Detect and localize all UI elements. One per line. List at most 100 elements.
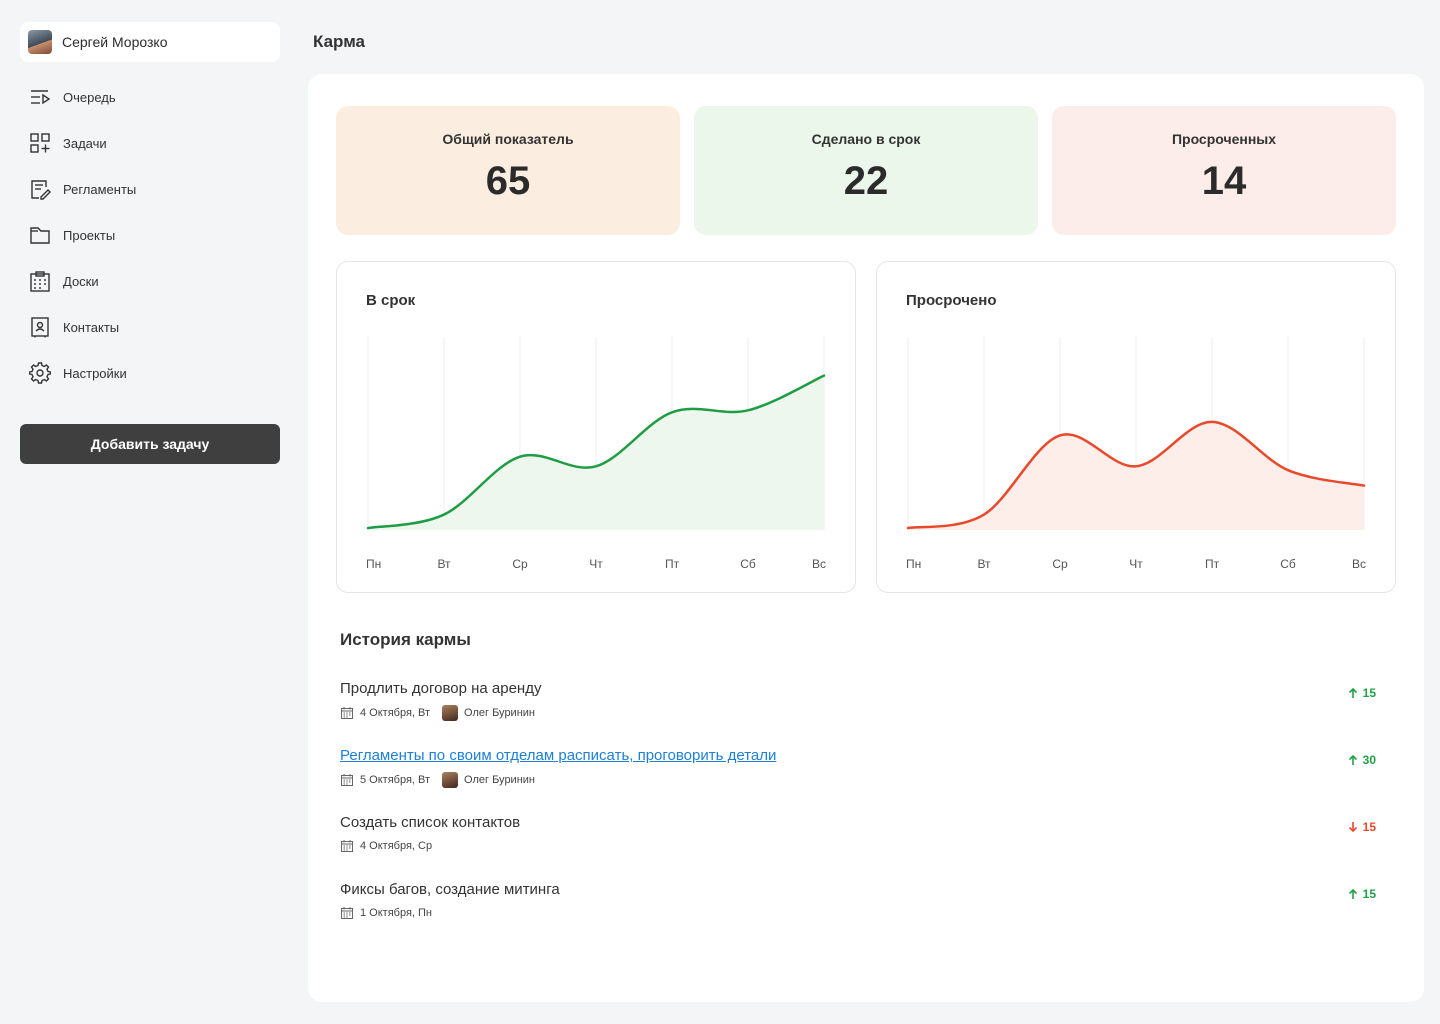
history-task-name: Продлить договор на аренду bbox=[340, 680, 542, 697]
history-task-name: Создать список контактов bbox=[340, 814, 521, 831]
folder-icon bbox=[30, 227, 50, 244]
main-panel: Общий показатель 65 Сделано в срок 22 Пр… bbox=[308, 74, 1424, 1002]
history-meta: 5 Октября, Вт Олег Буринин bbox=[340, 772, 1384, 788]
contacts-icon bbox=[31, 317, 49, 338]
karma-score-value: 15 bbox=[1362, 887, 1376, 901]
x-tick-label: Ср bbox=[512, 557, 528, 571]
sidebar-item-regulations[interactable]: Регламенты bbox=[20, 166, 280, 212]
chart-on-time: В срок Пн Вт Ср Чт Пт Сб Вс bbox=[336, 261, 856, 593]
x-tick-label: Сб bbox=[1280, 557, 1296, 571]
avatar bbox=[442, 772, 459, 788]
calendar-icon bbox=[341, 774, 353, 786]
history-title: История кармы bbox=[340, 630, 471, 649]
history-date: 1 Октября, Пн bbox=[360, 907, 433, 919]
sidebar-item-label: Доски bbox=[63, 273, 99, 289]
user-name: Сергей Морозко bbox=[62, 34, 168, 50]
karma-score-value: 15 bbox=[1362, 820, 1376, 834]
x-tick-label: Пт bbox=[1205, 557, 1220, 571]
board-icon bbox=[30, 271, 50, 292]
x-tick-label: Чт bbox=[589, 557, 603, 571]
page-title: Карма bbox=[313, 32, 366, 51]
avatar bbox=[442, 705, 459, 721]
karma-score: 15 bbox=[1347, 820, 1376, 834]
x-tick-label: Чт bbox=[1129, 557, 1143, 571]
list-item: Фиксы багов, создание митинга 1 Октября,… bbox=[340, 881, 1384, 948]
x-tick-label: Пт bbox=[665, 557, 680, 571]
series-line bbox=[906, 420, 1366, 530]
regulations-icon bbox=[31, 180, 51, 200]
stats-row: Общий показатель 65 Сделано в срок 22 Пр… bbox=[336, 106, 1396, 235]
x-tick-label: Пн bbox=[366, 557, 381, 571]
stat-label: Сделано в срок bbox=[811, 131, 921, 147]
arrow-up-icon bbox=[1348, 888, 1357, 899]
tasks-icon bbox=[30, 133, 50, 153]
history-task-link[interactable]: Регламенты по своим отделам расписать, п… bbox=[340, 747, 777, 764]
history-list: Продлить договор на аренду 4 Октября, Вт… bbox=[340, 680, 1384, 948]
sidebar-item-label: Очередь bbox=[63, 89, 116, 105]
gear-icon bbox=[29, 362, 51, 384]
history-person: Олег Буринин bbox=[464, 774, 535, 786]
x-tick-label: Пн bbox=[906, 557, 921, 571]
history-meta: 1 Октября, Пн bbox=[340, 906, 1384, 920]
x-tick-label: Сб bbox=[740, 557, 756, 571]
x-tick-label: Вт bbox=[437, 557, 451, 571]
history-date: 4 Октября, Вт bbox=[360, 707, 431, 719]
stat-card-total: Общий показатель 65 bbox=[336, 106, 680, 235]
sidebar-item-label: Регламенты bbox=[63, 181, 137, 197]
history-meta: 4 Октября, Ср bbox=[340, 839, 1384, 853]
stat-label: Просроченных bbox=[1171, 131, 1277, 147]
x-tick-label: Вс bbox=[812, 557, 826, 571]
chart-title: Просрочено bbox=[906, 292, 997, 309]
chart-overdue: Просрочено Пн Вт Ср Чт Пт Сб Вс bbox=[876, 261, 1396, 593]
chart-overdue-plot: Пн Вт Ср Чт Пт Сб Вс bbox=[906, 337, 1366, 571]
calendar-icon bbox=[341, 707, 353, 719]
sidebar-item-label: Проекты bbox=[63, 227, 116, 243]
sidebar-item-tasks[interactable]: Задачи bbox=[20, 120, 280, 166]
sidebar-item-label: Настройки bbox=[63, 365, 127, 381]
history-task-name: Фиксы багов, создание митинга bbox=[340, 881, 560, 898]
chart-on-time-plot: Пн Вт Ср Чт Пт Сб Вс bbox=[366, 337, 826, 571]
sidebar-item-settings[interactable]: Настройки bbox=[20, 350, 280, 396]
add-task-button[interactable]: Добавить задачу bbox=[20, 424, 280, 464]
calendar-icon bbox=[341, 907, 353, 919]
sidebar-item-projects[interactable]: Проекты bbox=[20, 212, 280, 258]
stat-card-on-time: Сделано в срок 22 bbox=[694, 106, 1038, 235]
sidebar-nav: Очередь Задачи Регламенты Проекты Доски … bbox=[20, 74, 280, 396]
arrow-up-icon bbox=[1348, 687, 1357, 698]
arrow-down-icon bbox=[1348, 822, 1357, 833]
series-area bbox=[368, 375, 824, 530]
arrow-up-icon bbox=[1348, 754, 1357, 765]
sidebar-item-label: Контакты bbox=[63, 319, 120, 335]
karma-score-value: 15 bbox=[1362, 686, 1376, 700]
list-item: Продлить договор на аренду 4 Октября, Вт… bbox=[340, 680, 1384, 747]
chart-title: В срок bbox=[366, 292, 416, 309]
series-area bbox=[908, 421, 1364, 530]
sidebar-item-queue[interactable]: Очередь bbox=[20, 74, 280, 120]
x-tick-label: Вт bbox=[977, 557, 991, 571]
stat-value: 65 bbox=[485, 159, 531, 203]
stat-card-overdue: Просроченных 14 bbox=[1052, 106, 1396, 235]
history-date: 5 Октября, Вт bbox=[360, 774, 431, 786]
stat-label: Общий показатель bbox=[442, 131, 574, 147]
sidebar: Сергей Морозко Очередь Задачи Регламенты… bbox=[20, 22, 280, 464]
list-item: Регламенты по своим отделам расписать, п… bbox=[340, 747, 1384, 814]
avatar bbox=[28, 30, 52, 54]
x-tick-label: Вс bbox=[1352, 557, 1366, 571]
stat-value: 14 bbox=[1201, 159, 1247, 203]
karma-score: 15 bbox=[1347, 686, 1376, 700]
karma-score: 30 bbox=[1347, 753, 1376, 767]
x-tick-label: Ср bbox=[1052, 557, 1068, 571]
history-person: Олег Буринин bbox=[464, 707, 535, 719]
queue-icon bbox=[31, 90, 51, 105]
history-date: 4 Октября, Ср bbox=[360, 840, 433, 852]
user-card[interactable]: Сергей Морозко bbox=[20, 22, 280, 62]
stat-value: 22 bbox=[843, 159, 889, 203]
karma-score-value: 30 bbox=[1362, 753, 1376, 767]
list-item: Создать список контактов 4 Октября, Ср 1… bbox=[340, 814, 1384, 881]
sidebar-item-contacts[interactable]: Контакты bbox=[20, 304, 280, 350]
sidebar-item-boards[interactable]: Доски bbox=[20, 258, 280, 304]
sidebar-item-label: Задачи bbox=[63, 135, 107, 151]
calendar-icon bbox=[341, 840, 353, 852]
history-meta: 4 Октября, Вт Олег Буринин bbox=[340, 705, 1384, 721]
karma-score: 15 bbox=[1347, 887, 1376, 901]
